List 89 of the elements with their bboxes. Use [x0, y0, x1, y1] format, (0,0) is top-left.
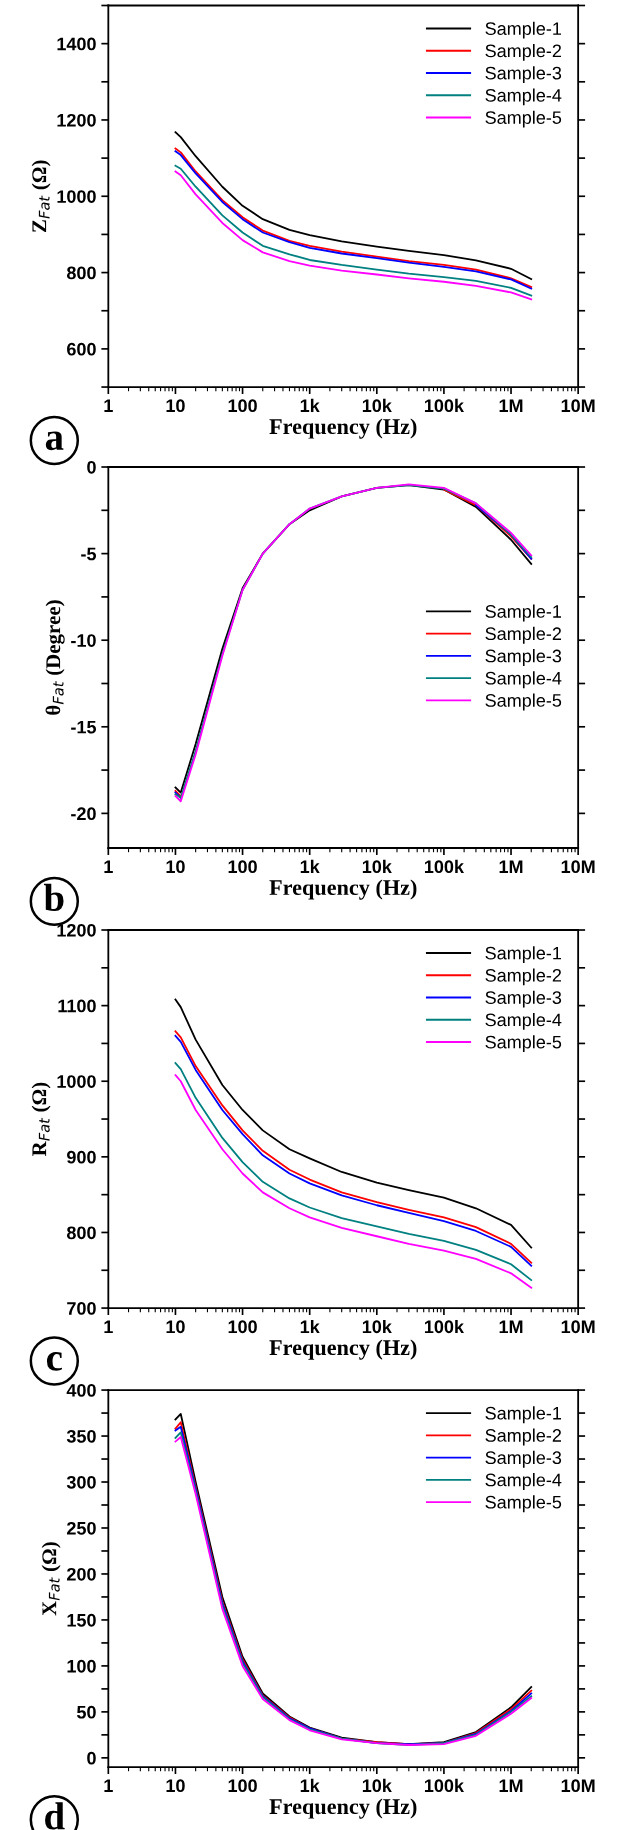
y-tick-label: 300	[66, 1475, 96, 1489]
y-axis-title: R$_{Fat}$ (Ω)	[31, 1082, 51, 1157]
x-tick-label: 10M	[561, 1779, 595, 1793]
x-tick-label: 10	[166, 1320, 185, 1334]
legend-label: Sample-5	[485, 1035, 562, 1053]
legend-label: Sample-2	[485, 43, 561, 61]
y-tick-label: -10	[71, 634, 96, 647]
y-tick-label: 200	[67, 1567, 96, 1581]
y-tick-label: 800	[66, 266, 96, 280]
legend-label: Sample-1	[485, 1406, 562, 1424]
x-tick-label: 100	[228, 1779, 257, 1793]
x-axis-title: Frequency (Hz)	[269, 1798, 417, 1819]
text: c	[46, 1352, 62, 1371]
x-tick-label: 10M	[561, 860, 595, 874]
x-tick-label: 100k	[424, 398, 465, 413]
x-tick-label: 1	[104, 1320, 113, 1333]
y-tick-label: 800	[66, 1226, 96, 1240]
legend-label: Sample-4	[485, 1013, 562, 1030]
x-tick-label: 1k	[300, 398, 320, 412]
y-tick-label: 700	[67, 1302, 96, 1315]
y-tick-label: -5	[81, 547, 97, 561]
legend-label: Sample-2	[485, 968, 561, 986]
text: a	[45, 431, 64, 451]
y-tick-label: 350	[66, 1429, 96, 1443]
legend-label: Sample-1	[485, 946, 562, 964]
y-tick-label: 100	[67, 1659, 96, 1673]
x-tick-label: 1M	[499, 399, 523, 412]
y-tick-label: 1400	[57, 37, 96, 51]
x-axis-title: Frequency (Hz)	[269, 418, 417, 439]
legend-label: Sample-4	[485, 1473, 562, 1490]
x-tick-label: 1k	[300, 859, 320, 873]
legend-label: Sample-4	[485, 671, 562, 689]
x-tick-label: 1	[104, 399, 113, 412]
y-tick-label: 1200	[57, 923, 96, 937]
x-tick-label: 100	[228, 860, 257, 874]
text: b	[43, 883, 64, 912]
y-tick-label: 1000	[57, 190, 96, 203]
y-tick-label: 50	[76, 1705, 96, 1719]
legend-label: Sample-2	[485, 1428, 561, 1446]
x-tick-label: 1k	[300, 1778, 320, 1792]
legend-label: Sample-3	[485, 1450, 562, 1468]
y-tick-label: 600	[67, 342, 96, 356]
y-tick-label: -15	[71, 720, 97, 734]
x-tick-label: 1	[104, 860, 113, 873]
x-tick-label: 100	[228, 1320, 257, 1334]
x-tick-label: 10k	[362, 1319, 392, 1334]
x-tick-label: 10M	[561, 399, 595, 413]
y-tick-label: 0	[87, 460, 96, 474]
legend-label: Sample-3	[485, 990, 562, 1008]
x-tick-label: 1M	[499, 1779, 523, 1792]
x-tick-label: 1M	[499, 860, 523, 873]
x-tick-label: 100	[228, 399, 257, 413]
y-tick-label: 150	[67, 1613, 96, 1627]
x-tick-label: 10k	[362, 1778, 392, 1793]
legend-label: Sample-5	[485, 110, 562, 128]
y-tick-label: 0	[87, 1751, 96, 1765]
x-tick-label: 10	[166, 860, 185, 874]
legend-label: Sample-5	[485, 1495, 562, 1513]
y-tick-label: -20	[71, 807, 96, 821]
x-tick-label: 1M	[499, 1320, 523, 1333]
y-tick-label: 400	[66, 1384, 96, 1397]
x-axis-title: Frequency (Hz)	[269, 879, 417, 900]
x-tick-label: 10M	[561, 1320, 595, 1334]
y-tick-label: 1000	[57, 1075, 96, 1088]
text: d	[45, 1802, 65, 1830]
legend-label: Sample-1	[485, 604, 562, 622]
legend-label: Sample-4	[485, 88, 562, 106]
x-tick-label: 100k	[424, 859, 465, 874]
y-axis-title: Z$_{Fat}$ (Ω)	[31, 160, 51, 233]
legend-label: Sample-1	[485, 21, 562, 39]
x-tick-label: 100k	[424, 1778, 465, 1793]
legend-label: Sample-2	[485, 626, 561, 644]
x-tick-label: 10k	[362, 398, 392, 413]
y-tick-label: 1200	[57, 113, 96, 127]
y-axis-title: X$_{Fat}$ (Ω)	[41, 1542, 61, 1616]
legend-label: Sample-3	[485, 66, 562, 84]
legend-label: Sample-3	[485, 649, 562, 666]
y-tick-label: 900	[67, 1150, 96, 1164]
x-tick-label: 1k	[300, 1319, 320, 1333]
x-tick-label: 10k	[362, 859, 392, 874]
x-tick-label: 10	[166, 1779, 185, 1793]
x-tick-label: 100k	[424, 1319, 465, 1334]
x-tick-label: 10	[166, 399, 185, 413]
y-axis-title: θ$_{Fat}$ (Degree)	[45, 600, 65, 715]
legend-label: Sample-5	[485, 693, 562, 711]
x-axis-title: Frequency (Hz)	[269, 1339, 417, 1360]
y-tick-label: 250	[67, 1521, 96, 1535]
y-tick-label: 1100	[58, 999, 96, 1013]
x-tick-label: 1	[104, 1779, 113, 1792]
